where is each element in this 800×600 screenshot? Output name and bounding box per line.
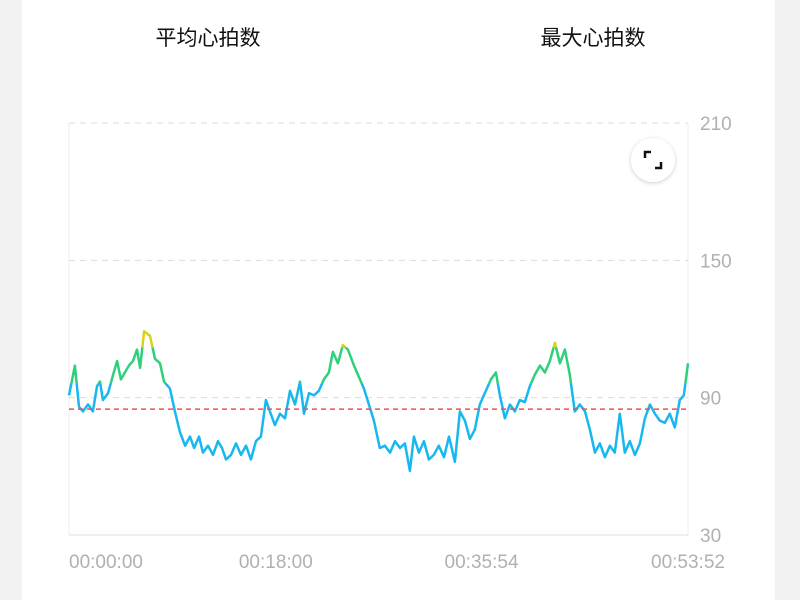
x-tick-label: 00:35:54 xyxy=(445,552,519,573)
y-tick-label: 90 xyxy=(700,389,721,410)
max-label: 最大心拍数 xyxy=(541,27,646,50)
x-tick-label: 00:18:00 xyxy=(239,552,313,573)
card xyxy=(22,0,775,600)
y-tick-label: 210 xyxy=(700,114,732,135)
expand-button[interactable] xyxy=(631,138,675,182)
max-value: 120 xyxy=(550,0,637,8)
x-tick-label: 00:00:00 xyxy=(69,552,143,573)
y-tick-label: 30 xyxy=(700,526,721,547)
y-tick-label: 150 xyxy=(700,251,732,272)
heart-rate-line xyxy=(67,330,690,473)
expand-icon[interactable] xyxy=(643,150,663,170)
avg-value: 85 xyxy=(179,0,237,8)
expand-bg[interactable] xyxy=(631,138,675,182)
x-tick-label: 00:53:52 xyxy=(651,552,725,573)
avg-label: 平均心拍数 xyxy=(156,27,261,50)
